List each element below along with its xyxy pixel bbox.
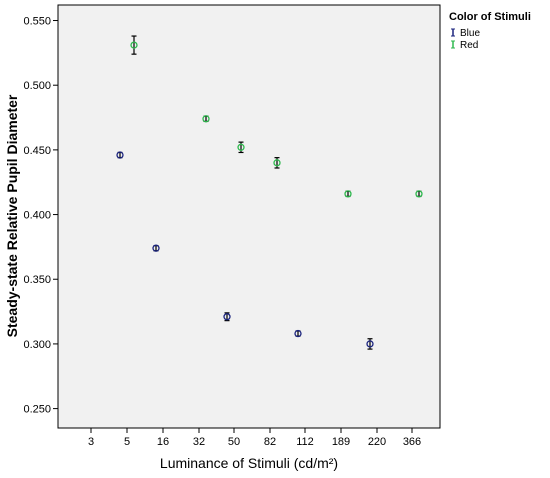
y-axis: 0.250 0.300 0.350 0.400 0.450 0.500 0.550 [23, 16, 58, 416]
legend-label: Blue [460, 28, 480, 39]
x-tick-label: 3 [88, 436, 94, 448]
x-axis: 3 5 16 32 50 82 112 189 220 366 [88, 428, 421, 448]
data-marks [116, 35, 423, 350]
y-tick-label: 0.400 [23, 210, 51, 222]
data-point [294, 329, 302, 338]
data-point [366, 340, 374, 348]
x-tick-label: 220 [368, 436, 386, 448]
x-tick-label: 16 [157, 436, 169, 448]
data-point [237, 143, 245, 151]
series-blue [116, 151, 374, 350]
y-tick-label: 0.550 [23, 16, 51, 28]
x-tick-label: 366 [403, 436, 421, 448]
data-point [152, 244, 160, 252]
data-point [415, 190, 423, 198]
legend-label: Red [460, 40, 478, 51]
x-tick-label: 32 [193, 436, 205, 448]
legend-title: Color of Stimuli [449, 11, 531, 23]
x-tick-label: 50 [228, 436, 240, 448]
y-tick-label: 0.500 [23, 80, 51, 92]
x-tick-label: 82 [264, 436, 276, 448]
x-tick-label: 112 [296, 436, 314, 448]
data-point [273, 159, 281, 167]
data-point [202, 115, 210, 123]
x-tick-label: 5 [124, 436, 130, 448]
data-point [344, 190, 352, 198]
x-axis-title: Luminance of Stimuli (cd/m²) [160, 455, 338, 471]
series-red [130, 35, 423, 198]
data-point [116, 151, 124, 159]
y-tick-label: 0.300 [23, 339, 51, 351]
y-tick-label: 0.250 [23, 404, 51, 416]
y-axis-title: Steady-state Relative Pupil Diameter [4, 94, 20, 337]
plot-area [57, 4, 441, 429]
x-tick-label: 189 [332, 436, 350, 448]
y-tick-label: 0.450 [23, 145, 51, 157]
data-point [223, 313, 231, 321]
y-tick-label: 0.350 [23, 274, 51, 286]
data-point [130, 41, 138, 49]
